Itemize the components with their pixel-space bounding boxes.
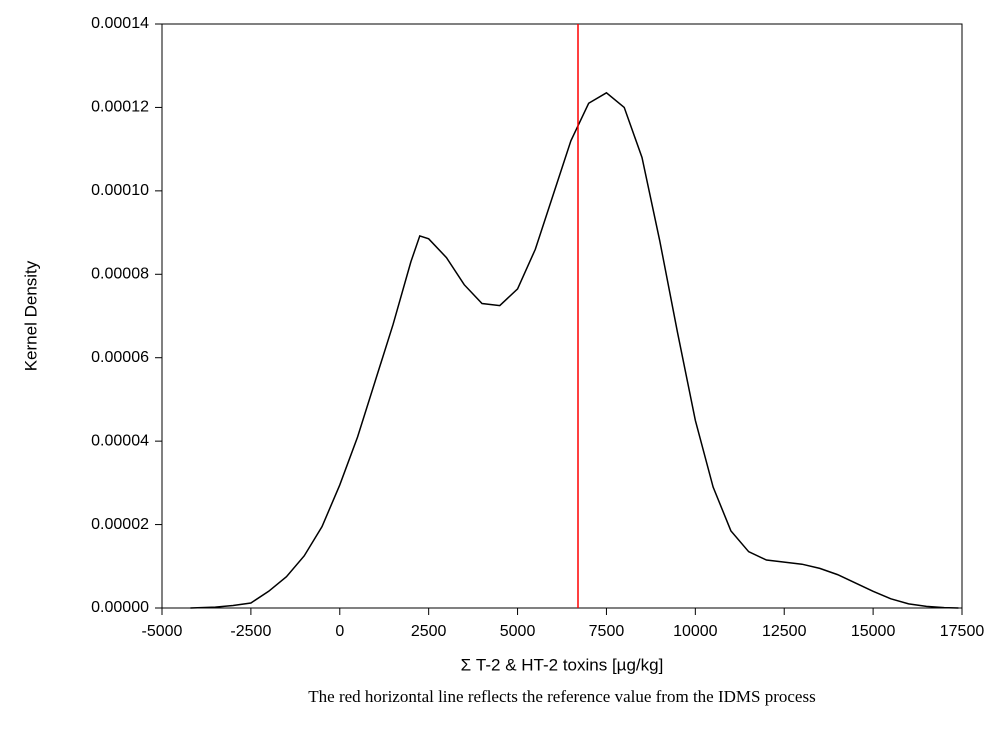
y-tick-label: 0.00002 bbox=[91, 516, 149, 533]
x-tick-label: 15000 bbox=[851, 623, 896, 640]
y-tick-label: 0.00010 bbox=[91, 182, 149, 199]
density-line bbox=[190, 91, 959, 609]
x-tick-label: 17500 bbox=[940, 623, 985, 640]
y-tick-label: 0.00008 bbox=[91, 266, 149, 283]
y-tick-label: 0.00000 bbox=[91, 599, 149, 616]
x-tick-label: 7500 bbox=[589, 623, 625, 640]
y-tick-label: 0.00006 bbox=[91, 349, 149, 366]
x-tick-label: 12500 bbox=[762, 623, 807, 640]
x-tick-label: 10000 bbox=[673, 623, 718, 640]
plot-frame bbox=[161, 23, 963, 609]
y-tick-label: 0.00004 bbox=[91, 432, 149, 449]
x-tick-label: 5000 bbox=[500, 623, 536, 640]
y-tick-label: 0.00012 bbox=[91, 99, 149, 116]
y-axis-label: Kernel Density bbox=[21, 260, 40, 371]
x-tick-label: 2500 bbox=[411, 623, 447, 640]
y-tick-label: 0.00014 bbox=[91, 15, 149, 32]
x-axis-label: Σ T-2 & HT-2 toxins [µg/kg] bbox=[461, 655, 664, 674]
caption: The red horizontal line reflects the ref… bbox=[308, 687, 815, 706]
x-tick-label: 0 bbox=[335, 623, 344, 640]
x-tick-label: -5000 bbox=[142, 623, 183, 640]
x-tick-label: -2500 bbox=[230, 623, 271, 640]
